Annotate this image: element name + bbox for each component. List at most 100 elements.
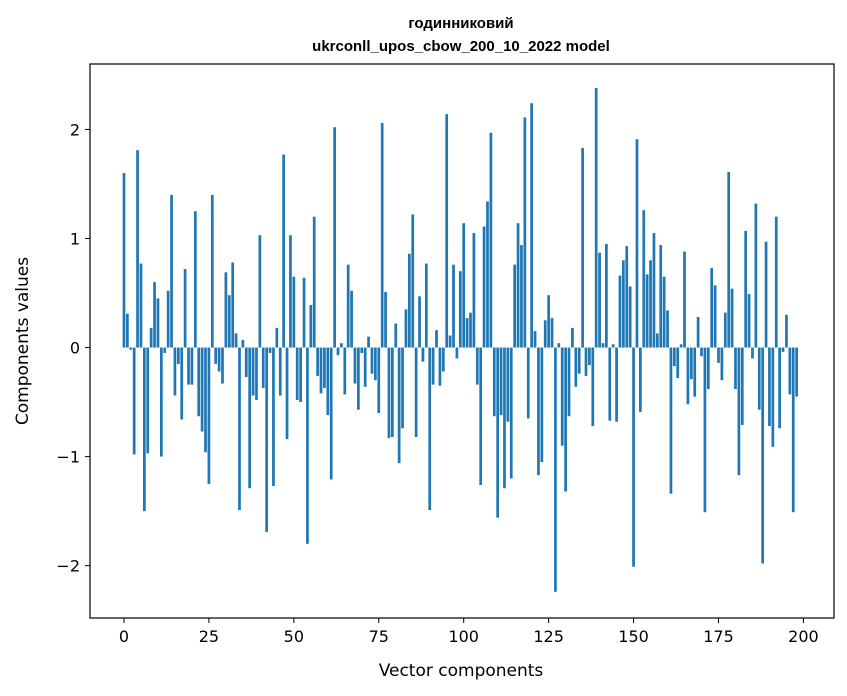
bar-108 xyxy=(489,132,493,348)
bar-49 xyxy=(289,235,292,348)
bar-96 xyxy=(448,335,452,348)
bar-175 xyxy=(717,347,720,363)
bar-147 xyxy=(622,260,625,348)
bar-104 xyxy=(475,347,479,385)
bar-171 xyxy=(703,347,707,513)
bar-105 xyxy=(479,347,483,485)
bar-94 xyxy=(441,347,445,372)
bar-16 xyxy=(176,347,180,364)
bar-35 xyxy=(241,339,245,348)
bar-118 xyxy=(523,117,527,348)
x-tick-label-125: 125 xyxy=(533,627,564,646)
bar-88 xyxy=(421,347,425,362)
bar-192 xyxy=(774,216,778,348)
bar-131 xyxy=(567,347,571,417)
bar-142 xyxy=(605,243,608,348)
bar-157 xyxy=(655,333,659,348)
x-tick-label-150: 150 xyxy=(618,627,649,646)
bar-14 xyxy=(170,194,173,348)
bar-15 xyxy=(173,347,177,396)
bar-198 xyxy=(795,347,798,397)
bar-92 xyxy=(435,330,438,348)
bar-197 xyxy=(791,347,795,513)
bar-52 xyxy=(299,347,302,403)
bar-36 xyxy=(244,347,248,377)
bar-116 xyxy=(516,223,520,348)
bar-100 xyxy=(462,223,466,348)
bar-191 xyxy=(771,347,775,447)
bar-145 xyxy=(615,347,618,422)
bar-114 xyxy=(509,347,513,479)
bar-4 xyxy=(136,150,139,348)
bar-163 xyxy=(676,347,680,379)
bar-84 xyxy=(407,253,411,348)
bar-5 xyxy=(139,263,143,348)
bar-50 xyxy=(292,276,296,348)
bar-162 xyxy=(672,347,676,367)
bar-153 xyxy=(642,210,646,348)
x-tick-label-100: 100 xyxy=(448,627,479,646)
bar-97 xyxy=(452,264,455,348)
bar-57 xyxy=(316,347,319,376)
y-tick-label--1: −1 xyxy=(56,448,80,467)
y-tick-label-1: 1 xyxy=(70,229,80,248)
bar-195 xyxy=(785,314,788,348)
bar-149 xyxy=(628,286,632,348)
bar-60 xyxy=(326,347,330,416)
bar-164 xyxy=(679,344,683,348)
bar-37 xyxy=(248,347,252,489)
bar-91 xyxy=(431,347,435,385)
bar-110 xyxy=(496,347,500,518)
bar-3 xyxy=(132,347,136,455)
bar-180 xyxy=(734,347,737,389)
bar-31 xyxy=(227,295,231,348)
x-tick-label-200: 200 xyxy=(788,627,819,646)
bar-93 xyxy=(438,347,442,386)
bar-189 xyxy=(764,241,768,348)
bar-127 xyxy=(554,347,557,592)
bar-143 xyxy=(608,347,612,421)
bar-12 xyxy=(163,347,167,353)
bar-193 xyxy=(778,347,781,429)
bar-95 xyxy=(445,114,449,348)
bar-160 xyxy=(666,310,669,348)
bar-63 xyxy=(336,347,340,356)
bar-85 xyxy=(411,214,415,348)
bar-61 xyxy=(329,347,333,480)
bar-98 xyxy=(455,347,459,359)
bar-174 xyxy=(713,285,717,348)
chart-title-line2: ukrconll_upos_cbow_200_10_2022 model xyxy=(312,38,610,55)
bar-177 xyxy=(723,312,727,348)
bar-165 xyxy=(683,251,686,348)
bar-38 xyxy=(251,347,255,396)
bar-159 xyxy=(662,276,666,348)
bar-166 xyxy=(686,347,690,405)
bar-45 xyxy=(275,327,279,348)
bar-72 xyxy=(367,336,370,348)
bar-190 xyxy=(768,347,771,427)
bar-77 xyxy=(384,291,387,348)
bar-33 xyxy=(234,333,238,348)
bar-65 xyxy=(343,347,347,395)
y-axis: −2 −1 0 1 2 xyxy=(56,120,90,576)
bar-62 xyxy=(333,127,336,348)
bar-185 xyxy=(751,347,754,359)
bar-66 xyxy=(346,264,350,348)
bar-179 xyxy=(730,288,734,348)
bar-34 xyxy=(238,347,241,511)
bar-172 xyxy=(706,347,710,389)
bar-106 xyxy=(482,226,486,348)
bar-107 xyxy=(486,201,489,348)
y-tick-label--2: −2 xyxy=(56,557,80,576)
bar-42 xyxy=(265,347,269,532)
bar-23 xyxy=(200,347,204,432)
bar-196 xyxy=(788,347,792,395)
bar-140 xyxy=(598,252,601,348)
bar-146 xyxy=(618,275,622,348)
bar-79 xyxy=(391,347,394,437)
bar-169 xyxy=(696,317,700,348)
x-tick-label-50: 50 xyxy=(284,627,304,646)
bar-6 xyxy=(143,347,146,512)
bar-117 xyxy=(520,245,523,348)
bar-54 xyxy=(306,347,309,544)
